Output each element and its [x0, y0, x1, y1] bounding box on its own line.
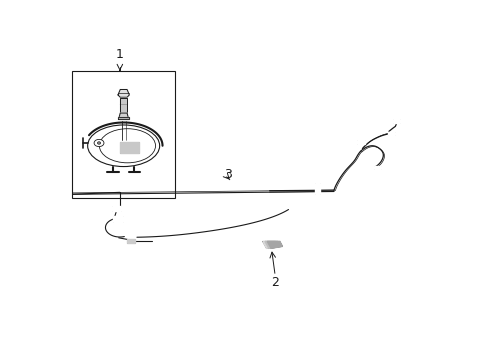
Polygon shape [118, 117, 129, 120]
Polygon shape [387, 132, 395, 135]
Ellipse shape [87, 125, 159, 167]
Polygon shape [267, 242, 282, 248]
Polygon shape [373, 166, 380, 169]
Text: 3: 3 [224, 168, 231, 181]
Text: 1: 1 [116, 48, 123, 61]
Polygon shape [113, 216, 122, 222]
Polygon shape [264, 242, 280, 248]
Text: 2: 2 [271, 276, 279, 289]
Polygon shape [392, 120, 399, 123]
Polygon shape [357, 140, 365, 144]
Polygon shape [119, 113, 128, 117]
Polygon shape [120, 142, 139, 153]
Circle shape [97, 142, 101, 144]
Polygon shape [262, 242, 277, 248]
Polygon shape [112, 207, 121, 211]
Ellipse shape [99, 129, 155, 163]
Bar [72, 71, 175, 198]
Polygon shape [120, 98, 127, 113]
Polygon shape [118, 90, 129, 97]
Polygon shape [127, 239, 135, 243]
Circle shape [94, 139, 104, 147]
Polygon shape [314, 183, 320, 194]
